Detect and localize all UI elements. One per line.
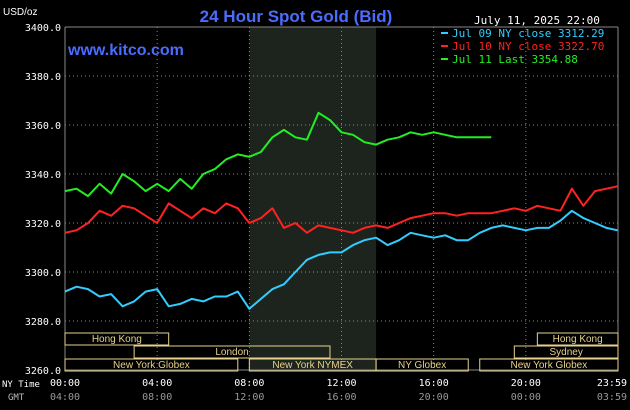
series-line-2 [64, 111, 492, 198]
x-tick-label-ny: 00:00 [50, 378, 80, 389]
series-line-0 [64, 209, 618, 310]
y-tick-label: 3340.0 [25, 170, 61, 181]
session-label-bottom-0: New York Globex [113, 360, 190, 371]
y-axis-unit: USD/oz [3, 7, 37, 18]
x-tick-label-gmt: 03:59 [597, 392, 627, 403]
chart-title: 24 Hour Spot Gold (Bid) [200, 7, 393, 26]
y-tick-label: 3400.0 [25, 23, 61, 34]
x-tick-label-gmt: 08:00 [142, 392, 172, 403]
legend-entry-jul11: Jul 11 Last 3354.88 [452, 53, 578, 66]
x-tick-label-ny: 12:00 [326, 378, 356, 389]
nymex-session-shade [249, 27, 377, 370]
x-tick-label-gmt: 00:00 [511, 392, 541, 403]
session-label-top-1: Hong Kong [553, 334, 603, 345]
chart-date: July 11, 2025 22:00 [474, 14, 600, 27]
series-line-1 [64, 185, 618, 234]
x-tick-label-ny: 20:00 [511, 378, 541, 389]
session-label-middle-0: London [215, 347, 248, 358]
y-axis-tick-labels: 3400.0 3380.0 3360.0 3340.0 3320.0 3300.0 3280… [25, 23, 61, 377]
kitco-watermark: www.kitco.com [67, 42, 184, 59]
x-tick-label-gmt: 16:00 [326, 392, 356, 403]
legend-entry-jul09: Jul 09 NY close 3312.29 [452, 27, 604, 40]
y-tick-label: 3280.0 [25, 317, 61, 328]
x-tick-label-ny: 16:00 [419, 378, 449, 389]
y-tick-label: 3380.0 [25, 72, 61, 83]
session-box-bottom-0 [64, 358, 239, 372]
y-tick-label: 3360.0 [25, 121, 61, 132]
x-tick-label-gmt: 04:00 [50, 392, 80, 403]
chart-legend: Jul 09 NY close 3312.29 Jul 10 NY close … [441, 27, 604, 66]
trading-sessions: Hong Kong Hong Kong London Sydney New York G… [64, 332, 619, 372]
session-box-middle-0 [133, 345, 331, 359]
session-box-top-1 [536, 332, 619, 346]
x-tick-label-ny: 04:00 [142, 378, 172, 389]
x-tick-label-ny: 23:59 [597, 378, 627, 389]
x-tick-label-gmt: 12:00 [234, 392, 264, 403]
session-label-bottom-3: New York Globex [511, 360, 588, 371]
chart-grid [64, 26, 619, 371]
x-tick-label-gmt: 20:00 [419, 392, 449, 403]
session-box-bottom-2 [375, 358, 469, 372]
session-box-bottom-3 [479, 358, 619, 372]
session-box-middle-1 [513, 345, 619, 359]
y-tick-label: 3300.0 [25, 268, 61, 279]
ny-time-label: NY Time [2, 380, 40, 390]
session-label-bottom-2: NY Globex [398, 360, 446, 371]
session-label-bottom-1: New York NYMEX [272, 360, 353, 371]
y-tick-label: 3260.0 [25, 366, 61, 377]
session-label-top-0: Hong Kong [92, 334, 142, 345]
x-tick-label-ny: 08:00 [234, 378, 264, 389]
session-label-middle-1: Sydney [549, 347, 582, 358]
session-box-top-0 [64, 332, 170, 346]
legend-entry-jul10: Jul 10 NY close 3322.70 [452, 40, 604, 53]
y-tick-label: 3320.0 [25, 219, 61, 230]
chart-series-layer [64, 111, 618, 310]
gmt-label: GMT [8, 393, 25, 403]
x-axis-tick-labels: 00:00 04:00 04:00 08:00 08:00 12:00 12:00 16:00… [50, 378, 627, 403]
